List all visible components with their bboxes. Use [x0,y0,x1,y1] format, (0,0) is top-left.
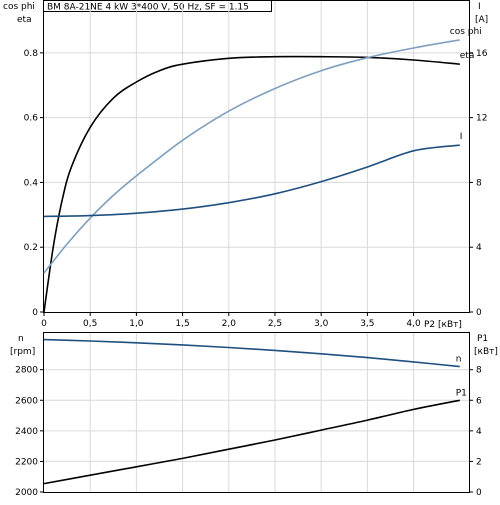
top-left-axis-label-2: eta [17,15,32,25]
series-label-n: n [456,355,462,365]
bottom-left-axis-label-2: [rpm] [10,347,35,357]
bottom-right-tick-label: 0 [476,488,482,498]
series-label-eta: eta [460,51,475,61]
bottom-left-tick-label: 2400 [15,427,38,437]
x-tick-label: 2,5 [268,319,282,329]
x-tick-label: 3,5 [360,319,374,329]
x-tick-label: 1,5 [175,319,189,329]
title-box [43,0,272,12]
top-plot-frame [43,0,470,313]
x-tick-label: 0 [41,319,47,329]
bottom-left-axis-label-1: n [18,334,24,344]
top-left-tick-label: 0.4 [24,178,39,188]
top-right-tick-label: 12 [476,114,487,124]
top-left-tick-label: 0.8 [24,49,39,59]
top-right-tick-label: 8 [476,178,482,188]
bottom-left-tick-label: 2800 [15,366,38,376]
series-label-cos-phi: cos phi [450,27,482,37]
top-left-tick-label: 0.2 [24,243,38,253]
series-line-I [43,144,460,218]
series-label-P1: P1 [456,388,467,398]
bottom-right-axis-label-1: P1 [477,334,488,344]
bottom-left-tick-label: 2600 [15,396,38,406]
x-tick-label: 0,5 [83,319,97,329]
top-right-tick-label: 0 [476,308,482,318]
bottom-right-tick-label: 6 [476,396,482,406]
series-line-P1 [43,399,460,485]
bottom-plot-frame [43,332,470,493]
x-axis-label: P2 [кВт] [424,320,462,330]
top-right-tick-label: 4 [476,243,482,253]
top-right-tick-label: 16 [476,49,488,59]
series-label-I: I [460,132,463,142]
bottom-right-axis-label-2: [кВт] [474,347,498,357]
bottom-left-tick-label: 2200 [15,457,38,467]
chart-title: BM 8A-21NE 4 kW 3*400 V, 50 Hz, SF = 1.1… [47,3,249,13]
series-line-n [43,338,460,368]
series-line-eta [43,55,460,313]
bottom-right-tick-label: 2 [476,457,482,467]
bottom-left-tick-label: 2000 [15,488,38,498]
x-tick-label: 4,0 [406,319,421,329]
x-tick-label: 3,0 [314,319,329,329]
bottom-right-tick-label: 4 [476,427,482,437]
x-tick-label: 2,0 [222,319,237,329]
series-line-cos-phi [43,39,460,274]
top-left-tick-label: 0.6 [24,114,39,124]
x-tick-label: 1,0 [129,319,144,329]
top-right-axis-label-1: I [478,2,481,12]
top-left-axis-label-1: cos phi [3,2,35,12]
top-left-tick-label: 0 [32,308,38,318]
bottom-right-tick-label: 8 [476,366,482,376]
top-right-axis-label-2: [A] [475,15,488,25]
